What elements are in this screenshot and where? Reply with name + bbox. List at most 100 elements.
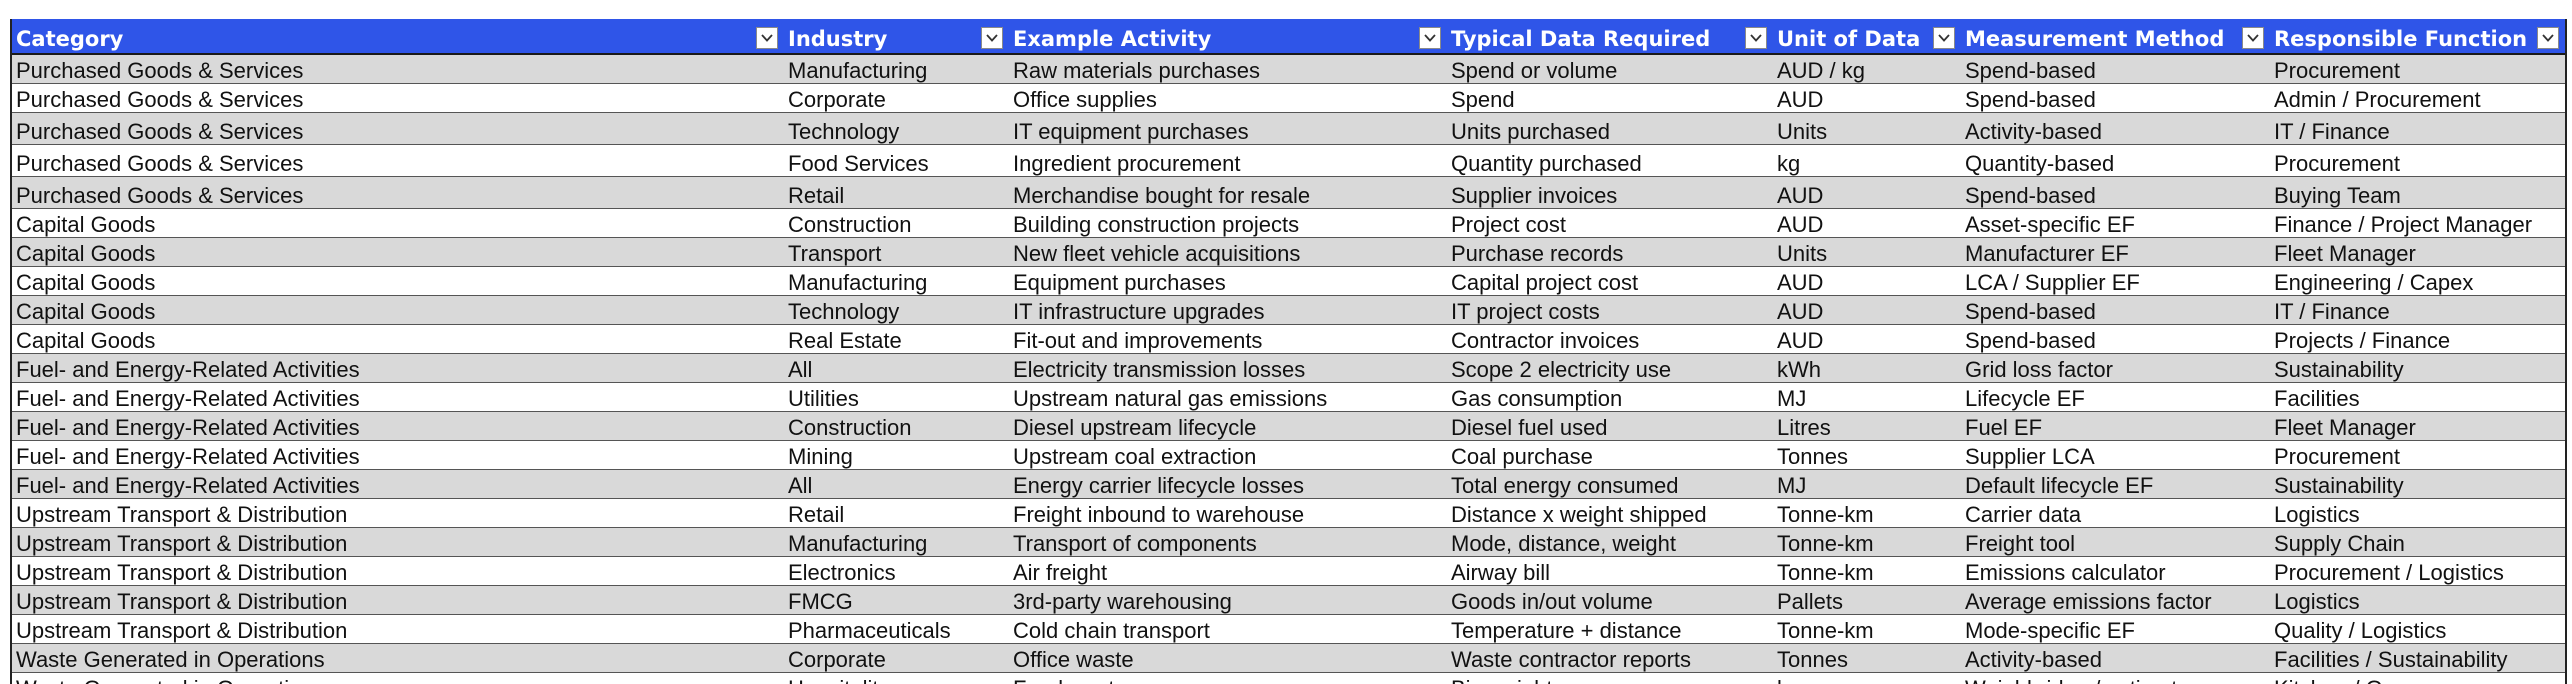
table-row[interactable]: Purchased Goods & Services Corporate Offic… <box>12 83 2565 113</box>
table-cell[interactable]: Goods in/out volume <box>1447 585 1773 615</box>
table-cell[interactable]: Utilities <box>784 382 1009 412</box>
table-cell[interactable]: Units <box>1773 237 1961 267</box>
table-row[interactable]: Capital Goods Construction Building constr… <box>12 208 2565 238</box>
table-cell[interactable]: Activity-based <box>1961 112 2270 145</box>
table-cell[interactable]: Spend-based <box>1961 176 2270 209</box>
column-header-measurement-method[interactable]: Measurement Method <box>1961 19 2270 55</box>
table-cell[interactable]: Building construction projects <box>1009 208 1447 238</box>
filter-dropdown-button[interactable] <box>2242 27 2264 49</box>
table-cell[interactable]: AUD <box>1773 266 1961 296</box>
table-cell[interactable]: Capital project cost <box>1447 266 1773 296</box>
column-header-typical-data-required[interactable]: Typical Data Required <box>1447 19 1773 55</box>
table-cell[interactable]: Carrier data <box>1961 498 2270 528</box>
table-cell[interactable]: Upstream natural gas emissions <box>1009 382 1447 412</box>
table-cell[interactable]: Hospitality <box>784 672 1009 684</box>
table-cell[interactable]: Office supplies <box>1009 83 1447 113</box>
table-cell[interactable]: Tonne-km <box>1773 614 1961 644</box>
table-cell[interactable]: All <box>784 469 1009 499</box>
table-row[interactable]: Fuel- and Energy-Related Activities Minin… <box>12 440 2565 470</box>
table-row[interactable]: Upstream Transport & Distribution FMCG 3rd… <box>12 585 2565 615</box>
table-cell[interactable]: Purchase records <box>1447 237 1773 267</box>
table-cell[interactable]: Coal purchase <box>1447 440 1773 470</box>
table-cell[interactable]: MJ <box>1773 469 1961 499</box>
table-cell[interactable]: Waste Generated in Operations <box>12 672 784 684</box>
table-cell[interactable]: Kitchen / Ops <box>2270 672 2565 684</box>
table-cell[interactable]: Spend-based <box>1961 83 2270 113</box>
table-cell[interactable]: Procurement <box>2270 54 2565 84</box>
table-cell[interactable]: AUD <box>1773 324 1961 354</box>
table-cell[interactable]: Logistics <box>2270 585 2565 615</box>
table-cell[interactable]: Supplier LCA <box>1961 440 2270 470</box>
table-cell[interactable]: Food Services <box>784 144 1009 177</box>
table-cell[interactable]: Sustainability <box>2270 469 2565 499</box>
table-cell[interactable]: Merchandise bought for resale <box>1009 176 1447 209</box>
table-cell[interactable]: Office waste <box>1009 643 1447 673</box>
table-cell[interactable]: Projects / Finance <box>2270 324 2565 354</box>
filter-dropdown-button[interactable] <box>981 27 1003 49</box>
table-row[interactable]: Purchased Goods & Services Retail Merchand… <box>12 176 2565 209</box>
table-row[interactable]: Capital Goods Real Estate Fit-out and impr… <box>12 324 2565 354</box>
table-cell[interactable]: Contractor invoices <box>1447 324 1773 354</box>
table-cell[interactable]: Quantity purchased <box>1447 144 1773 177</box>
table-cell[interactable]: Units purchased <box>1447 112 1773 145</box>
table-cell[interactable]: Retail <box>784 176 1009 209</box>
table-cell[interactable]: Quality / Logistics <box>2270 614 2565 644</box>
table-cell[interactable]: Distance x weight shipped <box>1447 498 1773 528</box>
column-header-industry[interactable]: Industry <box>784 19 1009 55</box>
table-row[interactable]: Capital Goods Manufacturing Equipment purc… <box>12 266 2565 296</box>
table-cell[interactable]: Capital Goods <box>12 295 784 325</box>
table-cell[interactable]: Manufacturer EF <box>1961 237 2270 267</box>
table-cell[interactable]: Fuel- and Energy-Related Activities <box>12 382 784 412</box>
filter-dropdown-button[interactable] <box>1745 27 1767 49</box>
table-row[interactable]: Fuel- and Energy-Related Activities All El… <box>12 353 2565 383</box>
table-cell[interactable]: Construction <box>784 208 1009 238</box>
table-cell[interactable]: Manufacturing <box>784 266 1009 296</box>
table-cell[interactable]: Finance / Project Manager <box>2270 208 2565 238</box>
table-cell[interactable]: Upstream Transport & Distribution <box>12 527 784 557</box>
table-cell[interactable]: Procurement / Logistics <box>2270 556 2565 586</box>
table-row[interactable]: Capital Goods Transport New fleet vehicle … <box>12 237 2565 267</box>
table-cell[interactable]: Fleet Manager <box>2270 237 2565 267</box>
table-cell[interactable]: IT equipment purchases <box>1009 112 1447 145</box>
table-cell[interactable]: Mode, distance, weight <box>1447 527 1773 557</box>
table-cell[interactable]: Tonne-km <box>1773 498 1961 528</box>
table-cell[interactable]: Buying Team <box>2270 176 2565 209</box>
filter-dropdown-button[interactable] <box>756 27 778 49</box>
table-cell[interactable]: Temperature + distance <box>1447 614 1773 644</box>
table-cell[interactable]: All <box>784 353 1009 383</box>
table-cell[interactable]: Upstream Transport & Distribution <box>12 614 784 644</box>
table-cell[interactable]: Capital Goods <box>12 266 784 296</box>
column-header-category[interactable]: Category <box>12 19 784 55</box>
table-cell[interactable]: MJ <box>1773 382 1961 412</box>
table-cell[interactable]: Asset-specific EF <box>1961 208 2270 238</box>
table-cell[interactable]: Upstream Transport & Distribution <box>12 585 784 615</box>
table-cell[interactable]: Retail <box>784 498 1009 528</box>
table-cell[interactable]: Project cost <box>1447 208 1773 238</box>
table-cell[interactable]: Spend or volume <box>1447 54 1773 84</box>
table-cell[interactable]: Capital Goods <box>12 237 784 267</box>
table-cell[interactable]: Purchased Goods & Services <box>12 144 784 177</box>
table-cell[interactable]: Units <box>1773 112 1961 145</box>
table-cell[interactable]: Emissions calculator <box>1961 556 2270 586</box>
table-cell[interactable]: Equipment purchases <box>1009 266 1447 296</box>
table-cell[interactable]: Technology <box>784 112 1009 145</box>
filter-dropdown-button[interactable] <box>1933 27 1955 49</box>
table-cell[interactable]: Ingredient procurement <box>1009 144 1447 177</box>
table-row[interactable]: Fuel- and Energy-Related Activities Utili… <box>12 382 2565 412</box>
table-row[interactable]: Capital Goods Technology IT infrastructure… <box>12 295 2565 325</box>
table-cell[interactable]: Fleet Manager <box>2270 411 2565 441</box>
table-cell[interactable]: Tonne-km <box>1773 556 1961 586</box>
table-cell[interactable]: Procurement <box>2270 440 2565 470</box>
table-cell[interactable]: Activity-based <box>1961 643 2270 673</box>
table-row[interactable]: Upstream Transport & Distribution Retail F… <box>12 498 2565 528</box>
table-cell[interactable]: Upstream Transport & Distribution <box>12 556 784 586</box>
table-cell[interactable]: Upstream Transport & Distribution <box>12 498 784 528</box>
table-cell[interactable]: Purchased Goods & Services <box>12 54 784 84</box>
table-cell[interactable]: Fuel EF <box>1961 411 2270 441</box>
table-cell[interactable]: Mining <box>784 440 1009 470</box>
table-cell[interactable]: Corporate <box>784 83 1009 113</box>
table-cell[interactable]: Spend-based <box>1961 295 2270 325</box>
table-cell[interactable]: Scope 2 electricity use <box>1447 353 1773 383</box>
table-cell[interactable]: kg <box>1773 672 1961 684</box>
